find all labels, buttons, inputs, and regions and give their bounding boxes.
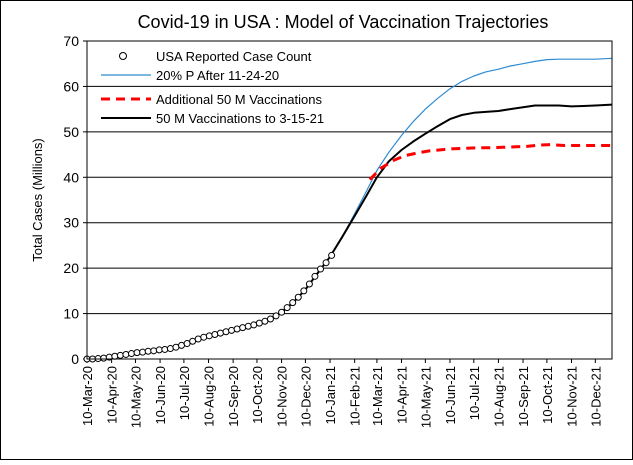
x-tick-label: 10-Jun-20 [153,366,168,425]
x-tick-label: 10-Apr-21 [395,366,410,424]
y-tick-label: 10 [63,306,79,322]
data-point-reported [216,329,224,337]
data-point-reported [272,312,280,320]
series-group [83,57,613,363]
data-point-reported [161,345,169,353]
x-tick-label: 10-Apr-20 [105,366,120,424]
legend-entry: Additional 50 M Vaccinations [101,92,322,107]
legend: USA Reported Case Count 20% P After 11-2… [101,49,324,126]
x-tick-label: 10-Mar-21 [370,366,385,426]
data-point-reported [300,287,308,295]
data-point-reported [150,347,158,355]
data-point-reported [222,328,230,336]
data-point-reported [211,330,219,338]
data-point-reported [266,315,274,323]
y-tick-label: 30 [63,215,79,231]
y-axis-label: Total Cases (Millions) [30,138,45,262]
x-tick-label: 10-May-21 [418,366,433,428]
data-point-reported [233,325,241,333]
x-tick-label: 10-Aug-21 [491,366,506,427]
legend-label: Additional 50 M Vaccinations [156,92,322,107]
x-tick-label: 10-Feb-21 [348,366,363,426]
x-tick-label: 10-Aug-20 [202,366,217,427]
x-tick-label: 10-Oct-20 [250,366,265,424]
legend-label: 20% P After 11-24-20 [156,68,279,83]
data-point-reported [139,348,147,356]
x-tick-label: 10-Oct-21 [540,366,555,424]
data-point-reported [200,333,208,341]
data-point-reported [100,354,108,362]
data-point-reported [305,280,313,288]
data-point-reported [322,259,330,267]
x-tick-label: 10-Nov-20 [275,366,290,427]
data-point-reported [122,350,130,358]
data-point-reported [127,350,135,358]
data-point-reported [278,308,286,316]
x-tick-label: 10-Sep-21 [516,366,531,427]
y-tick-label: 70 [63,33,79,49]
y-tick-label: 0 [71,351,79,367]
data-point-reported [205,332,213,340]
y-axis-ticks: 0 10 20 30 40 50 60 70 [63,33,87,367]
data-point-reported [244,322,252,330]
data-point-reported [311,272,319,280]
x-tick-label: 10-Sep-20 [226,366,241,427]
data-point-reported [283,304,291,312]
data-point-reported [289,299,297,307]
data-point-reported [166,345,174,353]
data-point-reported [239,324,247,332]
x-tick-label: 10-Nov-21 [564,366,579,427]
legend-marker-circle [119,52,127,60]
y-tick-label: 60 [63,78,79,94]
x-tick-label: 10-Dec-21 [588,366,603,427]
x-tick-label: 10-Mar-20 [80,366,95,426]
x-tick-label: 10-Dec-20 [298,366,313,427]
data-point-reported [328,251,336,259]
x-tick-label: 10-Jul-20 [177,366,192,420]
data-point-reported [111,352,119,360]
chart-title: Covid-19 in USA : Model of Vaccination T… [138,12,549,32]
legend-entry: 20% P After 11-24-20 [101,68,279,83]
x-axis-ticks: 10-Mar-20 10-Apr-20 10-May-20 10-Jun-20 10-J… [80,359,603,428]
legend-label: USA Reported Case Count [156,49,312,64]
series-line-additional-vaccinations [368,143,612,181]
y-tick-label: 40 [63,169,79,185]
legend-entry: USA Reported Case Count [119,49,312,64]
y-tick-label: 50 [63,124,79,140]
y-tick-label: 20 [63,260,79,276]
data-point-reported [228,326,236,334]
x-tick-label: 10-Jan-21 [323,366,338,425]
data-point-reported [317,265,325,273]
legend-label: 50 M Vaccinations to 3-15-21 [156,111,324,126]
x-tick-label: 10-May-20 [128,366,143,428]
data-point-reported [116,351,124,359]
x-tick-label: 10-Jul-21 [467,366,482,420]
data-point-reported [294,293,302,301]
plot-area-frame [86,40,613,360]
legend-entry: 50 M Vaccinations to 3-15-21 [101,111,324,126]
x-tick-label: 10-Jun-21 [443,366,458,425]
